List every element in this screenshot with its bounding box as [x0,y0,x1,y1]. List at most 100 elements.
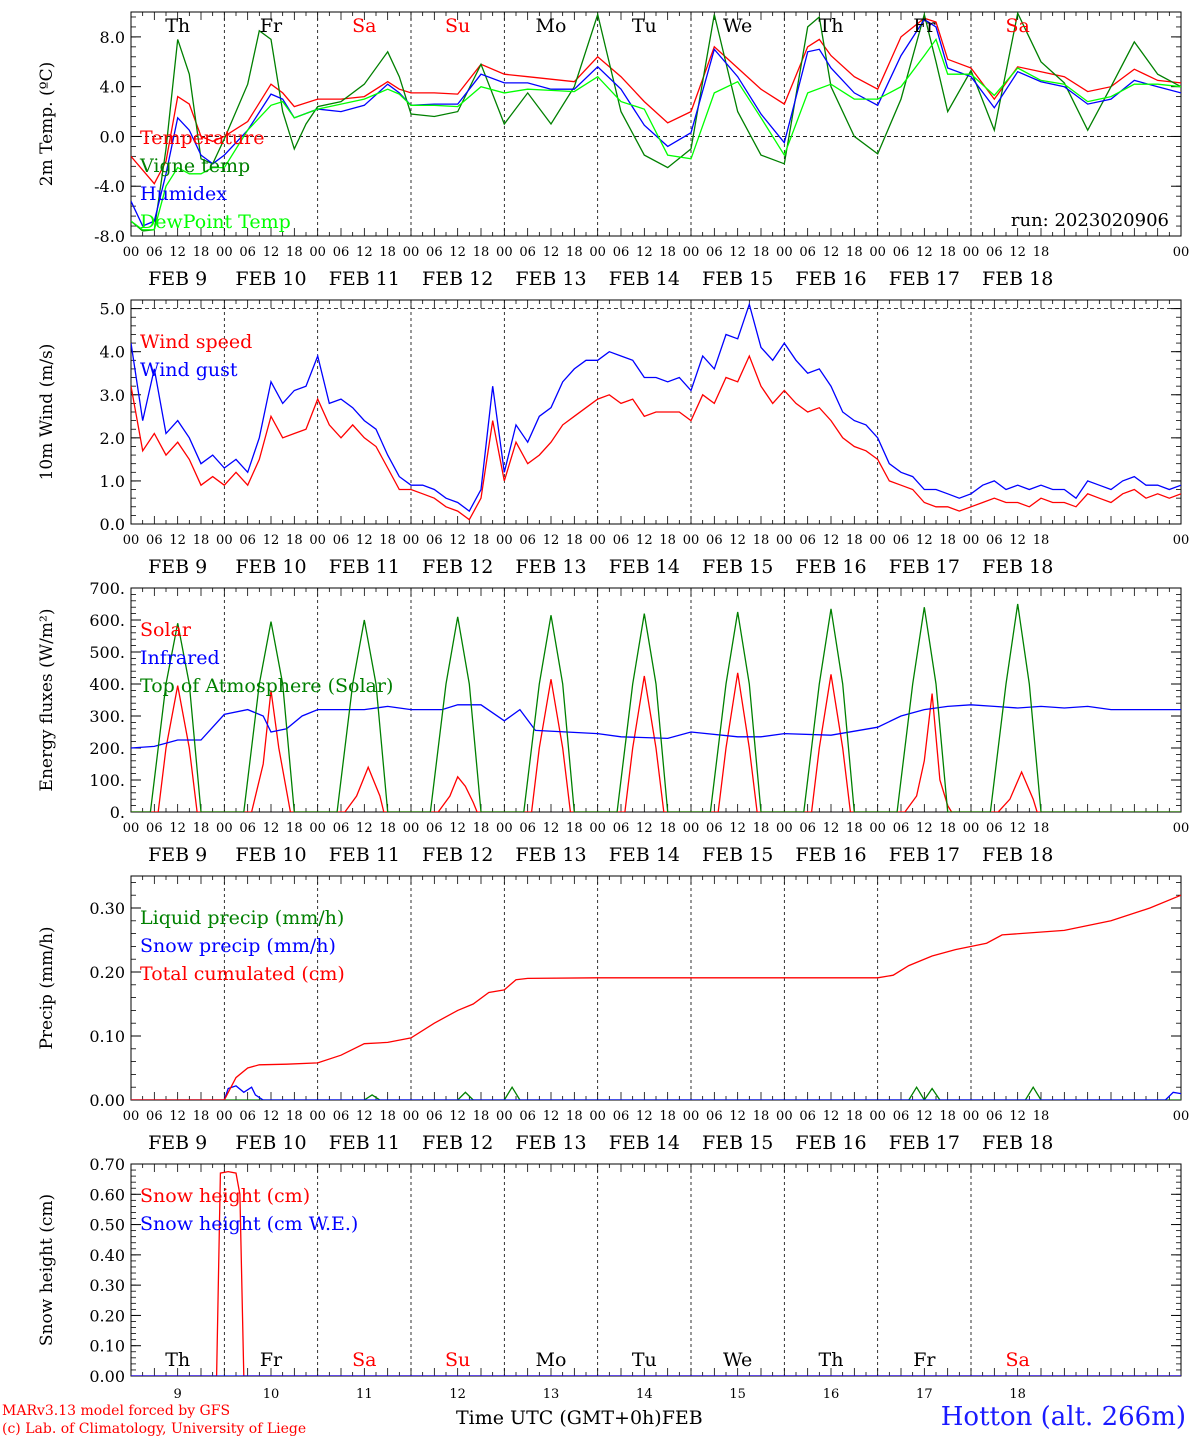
hour-tick-label: 00 [776,821,793,836]
y-tick-label: 5.0 [100,300,125,319]
y-tick-label: 0.00 [89,1091,125,1110]
y-tick-label: 4.0 [100,343,125,362]
weekday-label: Su [445,1349,470,1371]
legend-entry: Snow precip (mm/h) [140,935,336,957]
hour-tick-label: 00 [683,821,700,836]
hour-tick-label: 18 [193,1109,210,1124]
y-tick-label: 600. [89,611,125,630]
hour-tick-label: 12 [1009,1109,1026,1124]
hour-tick-label: 06 [893,821,910,836]
hour-tick-label: 12 [169,1109,186,1124]
date-label: FEB 9 [148,1132,207,1154]
y-tick-label: -8.0 [94,227,125,246]
date-label: FEB 13 [515,844,586,866]
hour-tick-label: 00 [496,533,513,548]
weekday-label: Fr [260,1349,283,1371]
hour-tick-label: 06 [613,245,630,260]
hour-tick-label: 06 [799,245,816,260]
hour-tick-label: 00 [216,533,233,548]
hour-tick-label: 06 [426,1109,443,1124]
hour-tick-label: 06 [893,1109,910,1124]
hour-tick-label: 18 [286,245,303,260]
hour-tick-label: 06 [333,1109,350,1124]
date-label: FEB 10 [235,268,306,290]
hour-tick-label: 00 [216,821,233,836]
hour-tick-label: 00 [1173,245,1190,260]
legend-entry: Top of Atmosphere (Solar) [140,675,393,697]
date-label: FEB 11 [329,1132,400,1154]
hour-tick-label: 00 [869,1109,886,1124]
y-axis-title: Precip (mm/h) [37,926,57,1049]
hour-tick-label: 00 [869,245,886,260]
hour-tick-label: 00 [496,245,513,260]
y-tick-label: 0.60 [89,1185,125,1204]
hour-tick-label: 18 [566,533,583,548]
hour-tick-label: 12 [1009,821,1026,836]
hour-tick-label: 00 [403,245,420,260]
date-label: FEB 16 [795,268,866,290]
hour-tick-label: 18 [753,245,770,260]
hour-tick-label: 06 [706,1109,723,1124]
hour-tick-label: 12 [356,533,373,548]
hour-tick-label: 12 [823,245,840,260]
hour-tick-label: 12 [543,533,560,548]
hour-tick-label: 12 [543,821,560,836]
hour-tick-label: 06 [426,245,443,260]
hour-tick-label: 06 [519,245,536,260]
hour-tick-label: 12 [729,1109,746,1124]
hour-tick-label: 18 [379,245,396,260]
hour-tick-label: 00 [683,1109,700,1124]
date-label: FEB 17 [889,556,960,578]
hour-tick-label: 12 [823,1109,840,1124]
y-tick-label: 0.30 [89,899,125,918]
hour-tick-label: 00 [1173,1109,1190,1124]
y-axis-title: 10m Wind (m/s) [37,344,57,481]
series-line-1 [131,17,1181,185]
y-tick-label: 4.0 [100,78,125,97]
hour-tick-label: 18 [659,1109,676,1124]
weekday-label: Fr [260,15,283,37]
y-tick-label: 400. [89,675,125,694]
hour-tick-label: 06 [146,245,163,260]
hour-tick-label: 18 [473,1109,490,1124]
panel-2: 0.0 1.0 2.0 3.0 4.0 5.0 10m Wind (m/s) Wind spe… [37,299,1190,578]
hour-tick-label: 12 [169,821,186,836]
hour-tick-label: 00 [216,245,233,260]
panel-1: -8.0 -4.0 0.0 4.0 8.0 2m Temp. (ºC) Temperatur… [37,11,1190,290]
hour-tick-label: 00 [963,245,980,260]
hour-tick-label: 18 [1033,1109,1050,1124]
weekday-label: Mo [536,15,567,37]
day-number-label: 10 [263,1387,280,1402]
y-tick-label: 0.30 [89,1276,125,1295]
hour-tick-label: 18 [286,533,303,548]
y-tick-label: 0.00 [89,1367,125,1386]
hour-tick-label: 18 [659,821,676,836]
hour-tick-label: 12 [729,821,746,836]
hour-tick-label: 18 [753,533,770,548]
hour-tick-label: 00 [589,1109,606,1124]
y-axis-title: Snow height (cm) [37,1194,57,1346]
hour-tick-label: 18 [1033,533,1050,548]
hour-tick-label: 18 [846,245,863,260]
hour-tick-label: 06 [893,245,910,260]
day-number-label: 11 [356,1387,373,1402]
hour-tick-label: 00 [1173,533,1190,548]
date-label: FEB 18 [982,1132,1053,1154]
date-label: FEB 11 [329,556,400,578]
date-label: FEB 9 [148,556,207,578]
date-label: FEB 13 [515,268,586,290]
weekday-label: Mo [536,1349,567,1371]
legend-entry: Snow height (cm) [140,1185,310,1207]
series-line-1 [131,672,1181,812]
hour-tick-label: 06 [426,821,443,836]
hour-tick-label: 12 [263,821,280,836]
hour-tick-label: 06 [799,821,816,836]
weekday-label: Sa [1005,1349,1029,1371]
date-label: FEB 15 [702,844,773,866]
hour-tick-label: 12 [636,1109,653,1124]
y-tick-label: 2.0 [100,429,125,448]
weekday-label: Fr [913,15,936,37]
hour-tick-label: 06 [706,245,723,260]
date-label: FEB 12 [422,844,493,866]
hour-tick-label: 00 [869,821,886,836]
